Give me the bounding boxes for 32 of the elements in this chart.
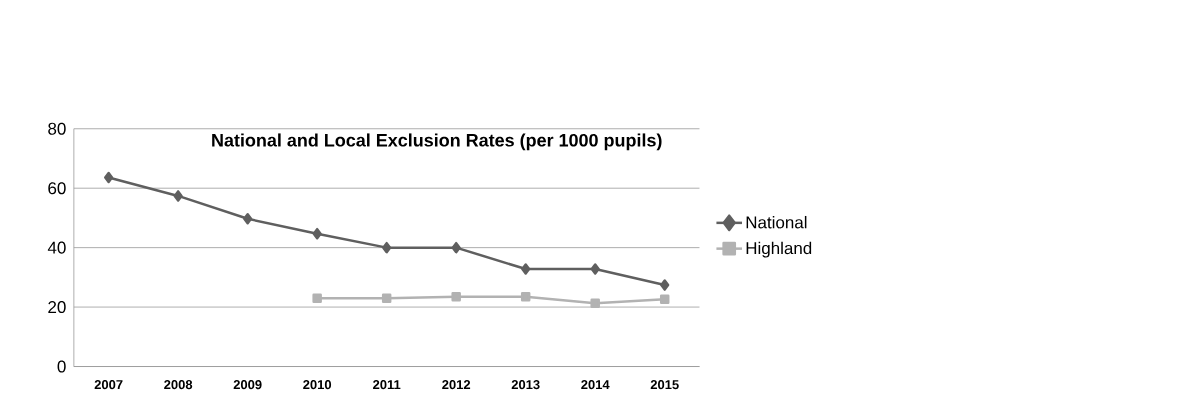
x-tick-label: 2010 bbox=[303, 380, 332, 390]
point bbox=[312, 293, 322, 304]
point bbox=[451, 242, 461, 254]
point bbox=[173, 190, 183, 202]
point bbox=[381, 293, 392, 304]
x-tick-label: 2015 bbox=[650, 380, 679, 390]
point bbox=[590, 263, 600, 275]
x-tick-label: 2011 bbox=[373, 380, 401, 390]
x-tick-label: 2009 bbox=[233, 380, 262, 390]
x-tick-label: 2008 bbox=[164, 380, 193, 390]
point bbox=[520, 292, 531, 302]
x-tick-label: 2014 bbox=[581, 380, 610, 390]
legend-label: Highland bbox=[746, 241, 812, 258]
legend-label: National bbox=[746, 216, 807, 229]
y-tick-label: 40 bbox=[47, 241, 66, 254]
y-tick-label: 60 bbox=[48, 182, 66, 195]
y-tick-label: 0 bbox=[57, 360, 66, 373]
y-tick-label: 20 bbox=[48, 301, 66, 314]
point bbox=[590, 298, 600, 309]
point bbox=[659, 294, 670, 305]
point bbox=[104, 171, 114, 184]
point bbox=[521, 263, 531, 275]
point bbox=[243, 213, 253, 225]
x-tick-label: 2013 bbox=[511, 380, 540, 390]
chart-title: National and Local Exclusion Rates (per 1000 pupils) bbox=[212, 133, 662, 151]
y-tick-label: 80 bbox=[48, 122, 66, 135]
x-tick-label: 2012 bbox=[442, 380, 471, 390]
point bbox=[660, 279, 670, 291]
x-tick-label: 2007 bbox=[94, 380, 123, 390]
point bbox=[312, 228, 322, 240]
point bbox=[451, 292, 461, 302]
point bbox=[382, 242, 392, 254]
